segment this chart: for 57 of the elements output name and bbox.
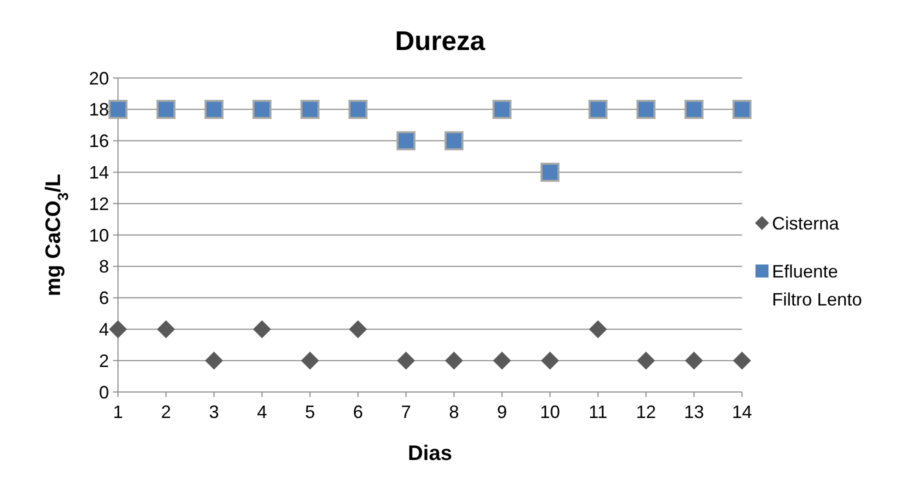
y-tick-label: 14 bbox=[88, 162, 109, 182]
x-tick-label: 11 bbox=[588, 402, 608, 422]
point bbox=[108, 100, 128, 119]
x-tick-label: 14 bbox=[732, 402, 752, 422]
x-tick-label: 8 bbox=[448, 402, 460, 422]
point bbox=[732, 100, 752, 119]
y-tick-label: 2 bbox=[98, 350, 109, 371]
y-tick-label: 16 bbox=[88, 131, 109, 152]
point bbox=[540, 162, 560, 182]
point bbox=[733, 352, 751, 370]
y-tick-label: 20 bbox=[88, 68, 109, 88]
point bbox=[444, 131, 464, 150]
point bbox=[636, 100, 656, 119]
point bbox=[301, 352, 319, 370]
x-tick-label: 5 bbox=[304, 402, 316, 422]
y-tick-label: 18 bbox=[88, 100, 109, 120]
point bbox=[253, 320, 271, 338]
point bbox=[397, 352, 415, 370]
point bbox=[445, 352, 463, 370]
y-tick-label: 4 bbox=[98, 320, 109, 340]
x-tick-label: 2 bbox=[160, 402, 172, 422]
point bbox=[637, 352, 655, 370]
x-tick-label: 13 bbox=[684, 402, 704, 422]
point bbox=[396, 131, 416, 150]
x-tick-label: 6 bbox=[352, 402, 364, 422]
y-tick-label: 12 bbox=[88, 194, 109, 214]
point bbox=[348, 100, 368, 119]
point bbox=[541, 352, 559, 370]
chart-title: Dureza bbox=[394, 26, 486, 56]
x-tick-label: 9 bbox=[496, 402, 508, 422]
point bbox=[204, 100, 224, 119]
point bbox=[589, 320, 607, 338]
point bbox=[109, 320, 127, 338]
y-tick-label: 6 bbox=[98, 288, 109, 308]
x-tick-label: 1 bbox=[112, 402, 124, 422]
point bbox=[300, 100, 320, 119]
point bbox=[493, 352, 511, 370]
point bbox=[684, 100, 704, 119]
point bbox=[252, 100, 272, 119]
point bbox=[349, 320, 367, 338]
point bbox=[205, 352, 223, 370]
legend-label: Efluente Filtro Lento bbox=[772, 261, 862, 310]
x-tick-label: 3 bbox=[208, 402, 220, 422]
point bbox=[588, 100, 608, 119]
point bbox=[685, 352, 703, 370]
x-tick-label: 10 bbox=[540, 402, 560, 422]
point bbox=[156, 100, 176, 119]
point bbox=[492, 100, 512, 119]
y-tick-label: 8 bbox=[98, 256, 109, 277]
x-axis-title: Dias bbox=[408, 442, 452, 465]
legend-label: Cisterna bbox=[772, 213, 840, 234]
x-tick-label: 12 bbox=[636, 402, 656, 422]
point bbox=[157, 320, 175, 338]
x-tick-label: 7 bbox=[400, 402, 412, 422]
x-tick-label: 4 bbox=[256, 402, 268, 422]
y-tick-label: 10 bbox=[88, 225, 109, 246]
y-tick-label: 0 bbox=[98, 382, 109, 402]
